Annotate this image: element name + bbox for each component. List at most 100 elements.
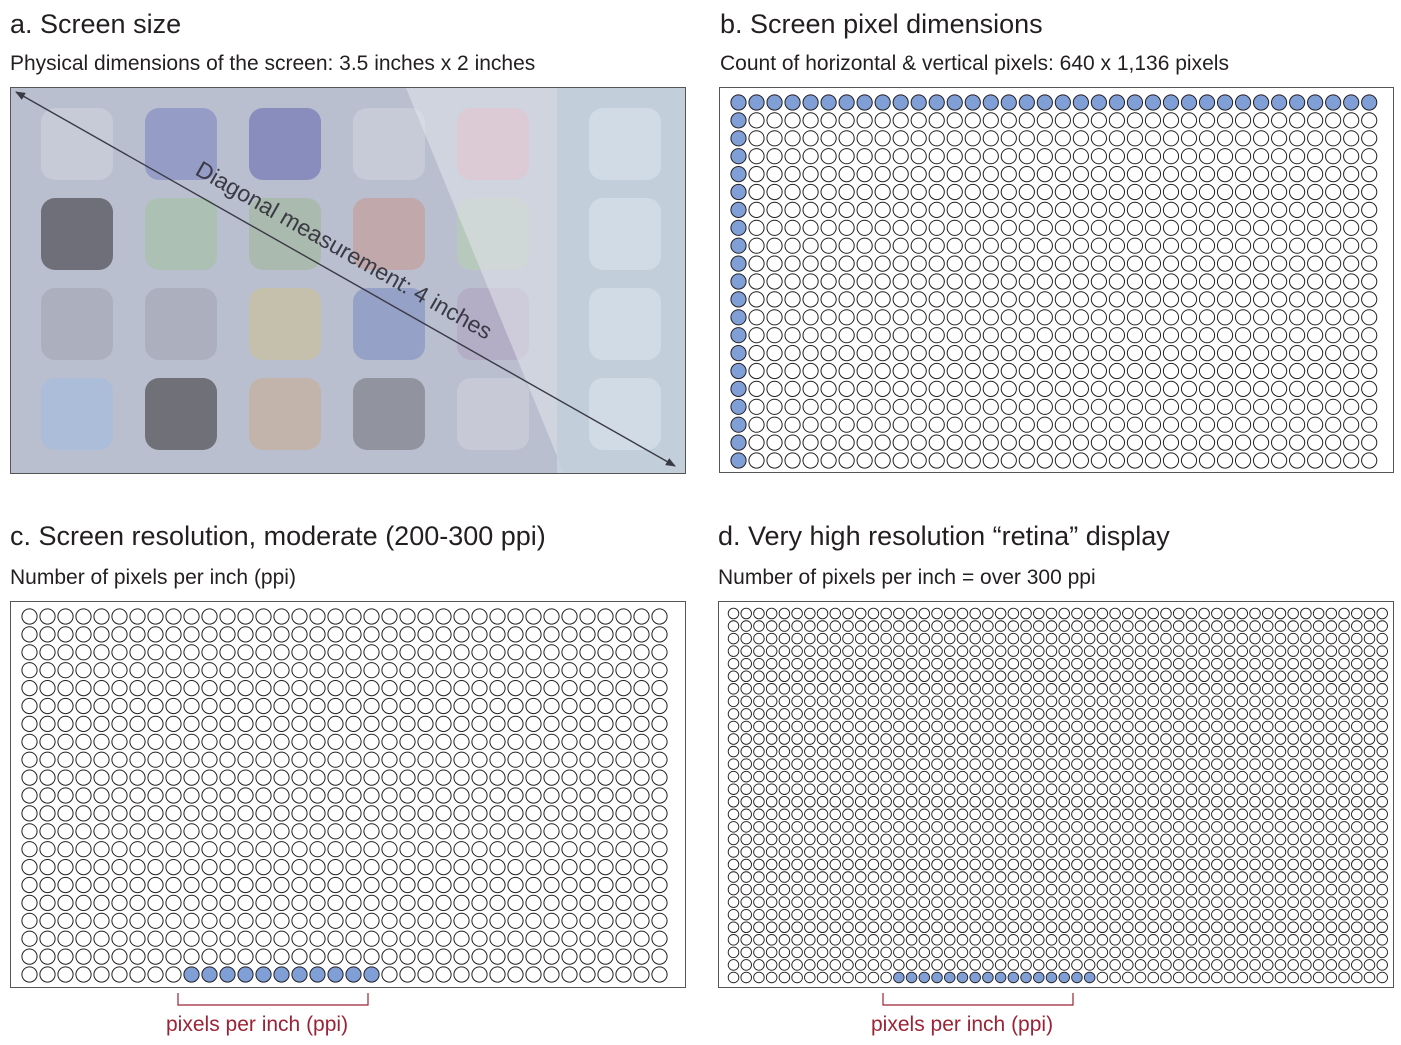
pixel [1211, 758, 1223, 770]
pixel [1287, 908, 1299, 921]
pixel [1236, 795, 1249, 808]
pixel [880, 645, 892, 657]
pixel [765, 934, 778, 946]
pixel [237, 912, 254, 929]
pixel [1325, 398, 1342, 415]
pixel [219, 805, 236, 822]
pixel [111, 876, 128, 894]
pixel [1172, 921, 1185, 934]
highlighted-pixel [1307, 94, 1324, 111]
pixel [147, 751, 164, 768]
pixel [740, 808, 752, 821]
pixel [1211, 846, 1223, 858]
pixel [1036, 362, 1053, 380]
pixel [1234, 166, 1252, 183]
pixel [1007, 833, 1020, 846]
pixel [892, 237, 909, 254]
pixel [1058, 858, 1070, 871]
pixel [918, 946, 931, 959]
pixel [943, 871, 956, 883]
pixel [1162, 434, 1180, 451]
pixel [982, 720, 994, 733]
pixel [75, 662, 92, 679]
pixel [994, 720, 1007, 733]
pixel [1090, 416, 1107, 433]
pixel [255, 841, 272, 858]
pixel [237, 715, 254, 733]
pixel [867, 632, 880, 645]
pixel [1083, 695, 1096, 708]
pixel [765, 783, 778, 795]
pixel [255, 859, 272, 876]
pixel [1211, 871, 1223, 883]
pixel [1198, 758, 1210, 770]
pixel [867, 783, 880, 795]
pixel [816, 959, 829, 971]
pixel [880, 946, 892, 959]
pixel [829, 632, 842, 645]
pixel [784, 148, 801, 165]
pixel [727, 808, 740, 821]
pixel [507, 876, 524, 894]
pixel [1020, 632, 1032, 645]
pixel [1180, 148, 1198, 165]
pixel [1234, 309, 1252, 326]
pixel [766, 219, 783, 236]
pixel [1236, 921, 1249, 934]
pixel [892, 201, 909, 219]
pixel [1033, 708, 1045, 720]
pixel [561, 751, 578, 768]
pixel [1108, 452, 1126, 469]
pixel [982, 273, 999, 290]
pixel [1223, 795, 1236, 808]
pixel [1376, 657, 1388, 670]
pixel [1249, 833, 1261, 846]
pixel [1363, 758, 1376, 770]
pixel [1271, 309, 1288, 326]
pixel [39, 823, 56, 840]
pixel [892, 112, 909, 129]
pixel [633, 751, 650, 768]
pixel [39, 751, 56, 768]
pixel [753, 632, 765, 645]
pixel [1134, 883, 1147, 896]
pixel [778, 745, 791, 758]
pixel [1289, 327, 1306, 344]
pixel [854, 858, 867, 871]
pixel [1071, 946, 1083, 959]
pixel [969, 632, 981, 645]
pixel [856, 362, 873, 380]
pixel [931, 670, 943, 682]
pixel [21, 966, 38, 983]
pixel [842, 883, 854, 896]
pixel [740, 959, 752, 971]
pixel [1083, 620, 1096, 632]
pixel [1096, 833, 1109, 846]
pixel [1134, 783, 1147, 795]
pixel [1172, 846, 1185, 858]
pixel [856, 345, 873, 362]
pixel [1109, 657, 1121, 670]
pixel [1261, 908, 1274, 921]
pixel [1363, 695, 1376, 708]
pixel [727, 620, 740, 632]
pixel [867, 683, 880, 695]
pixel [381, 948, 398, 965]
pixel [1090, 380, 1107, 397]
highlighted-pixel [964, 94, 981, 111]
pixel [543, 715, 560, 733]
pixel [219, 876, 236, 894]
pixel [943, 758, 956, 770]
pixel [1160, 733, 1172, 745]
pixel [982, 934, 994, 946]
ppi-bracket-c [177, 993, 369, 1006]
pixel [1274, 657, 1287, 670]
pixel [838, 130, 855, 147]
pixel [931, 708, 943, 720]
pixel [1134, 934, 1147, 946]
pixel [892, 362, 909, 380]
pixel [453, 697, 470, 715]
pixel [740, 871, 752, 883]
pixel [1261, 645, 1274, 657]
pixel [1000, 273, 1017, 290]
